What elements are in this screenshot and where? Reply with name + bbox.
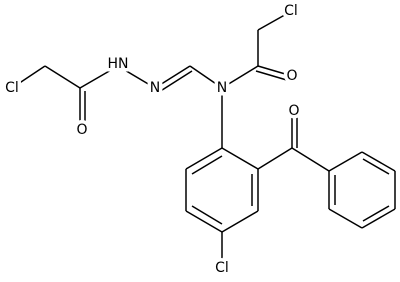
atom-label: HN: [108, 56, 129, 72]
atom-label: N: [217, 80, 227, 96]
bonds: [11, 11, 396, 262]
atom-label: O: [288, 103, 299, 119]
atom-label: O: [286, 68, 297, 84]
atom-label: Cl: [215, 260, 229, 276]
atom-label: Cl: [284, 3, 298, 19]
atom-label: N: [150, 80, 160, 96]
atom-label: Cl: [5, 80, 19, 96]
atom-label: O: [76, 122, 87, 138]
